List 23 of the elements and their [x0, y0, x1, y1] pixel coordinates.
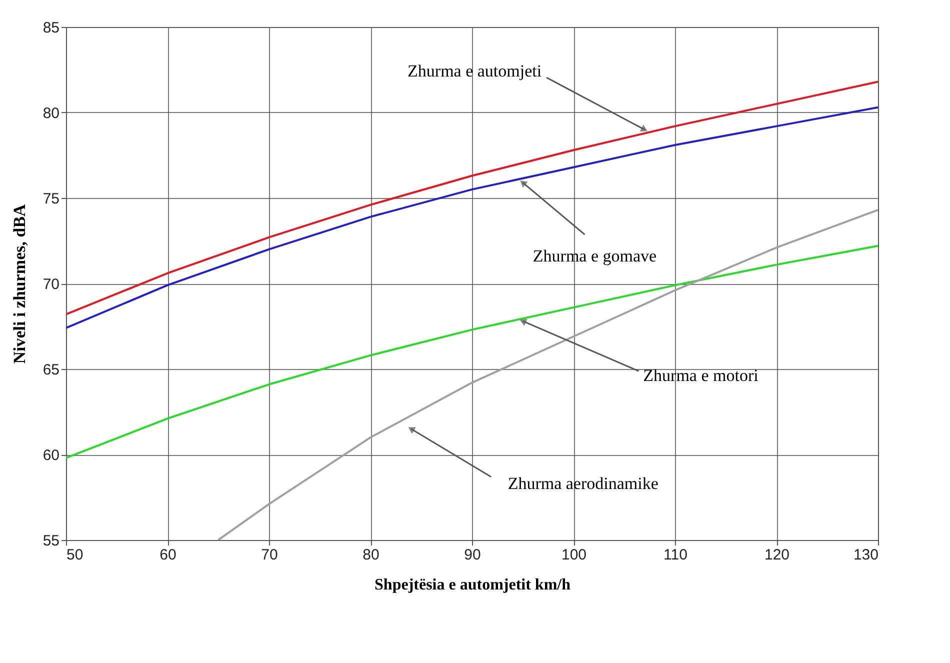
- x-tick-label: 60: [160, 546, 176, 564]
- annotation: Zhurma e motori: [643, 366, 759, 386]
- x-tick-label: 80: [362, 546, 380, 564]
- x-tick-label: 70: [261, 546, 278, 564]
- y-tick-label: 65: [42, 362, 60, 378]
- y-tick-label: 85: [42, 20, 60, 36]
- annotation: Zhurma aerodinamike: [508, 474, 658, 493]
- x-tick-label: 50: [66, 546, 84, 564]
- y-tick-label: 80: [42, 105, 60, 122]
- x-tick-label: 100: [561, 546, 587, 564]
- annotation: Zhurma e automjeti: [408, 62, 542, 81]
- x-tick-label: 110: [664, 546, 688, 564]
- x-tick-label: 90: [464, 546, 481, 564]
- line-series: [217, 208, 878, 540]
- y-axis-title: Niveli i zhurmes, dBA: [10, 203, 29, 364]
- x-axis-title: Shpejtësia e automjetit km/h: [374, 576, 571, 594]
- y-tick-label: 70: [42, 276, 60, 293]
- annotation: Zhurma e gomave: [532, 246, 657, 266]
- x-tick-label: 130: [853, 546, 878, 564]
- y-tick-label: 55: [42, 532, 60, 550]
- y-tick-label: 75: [42, 190, 60, 208]
- x-tick-label: 120: [764, 546, 790, 564]
- y-tick-label: 60: [42, 447, 60, 464]
